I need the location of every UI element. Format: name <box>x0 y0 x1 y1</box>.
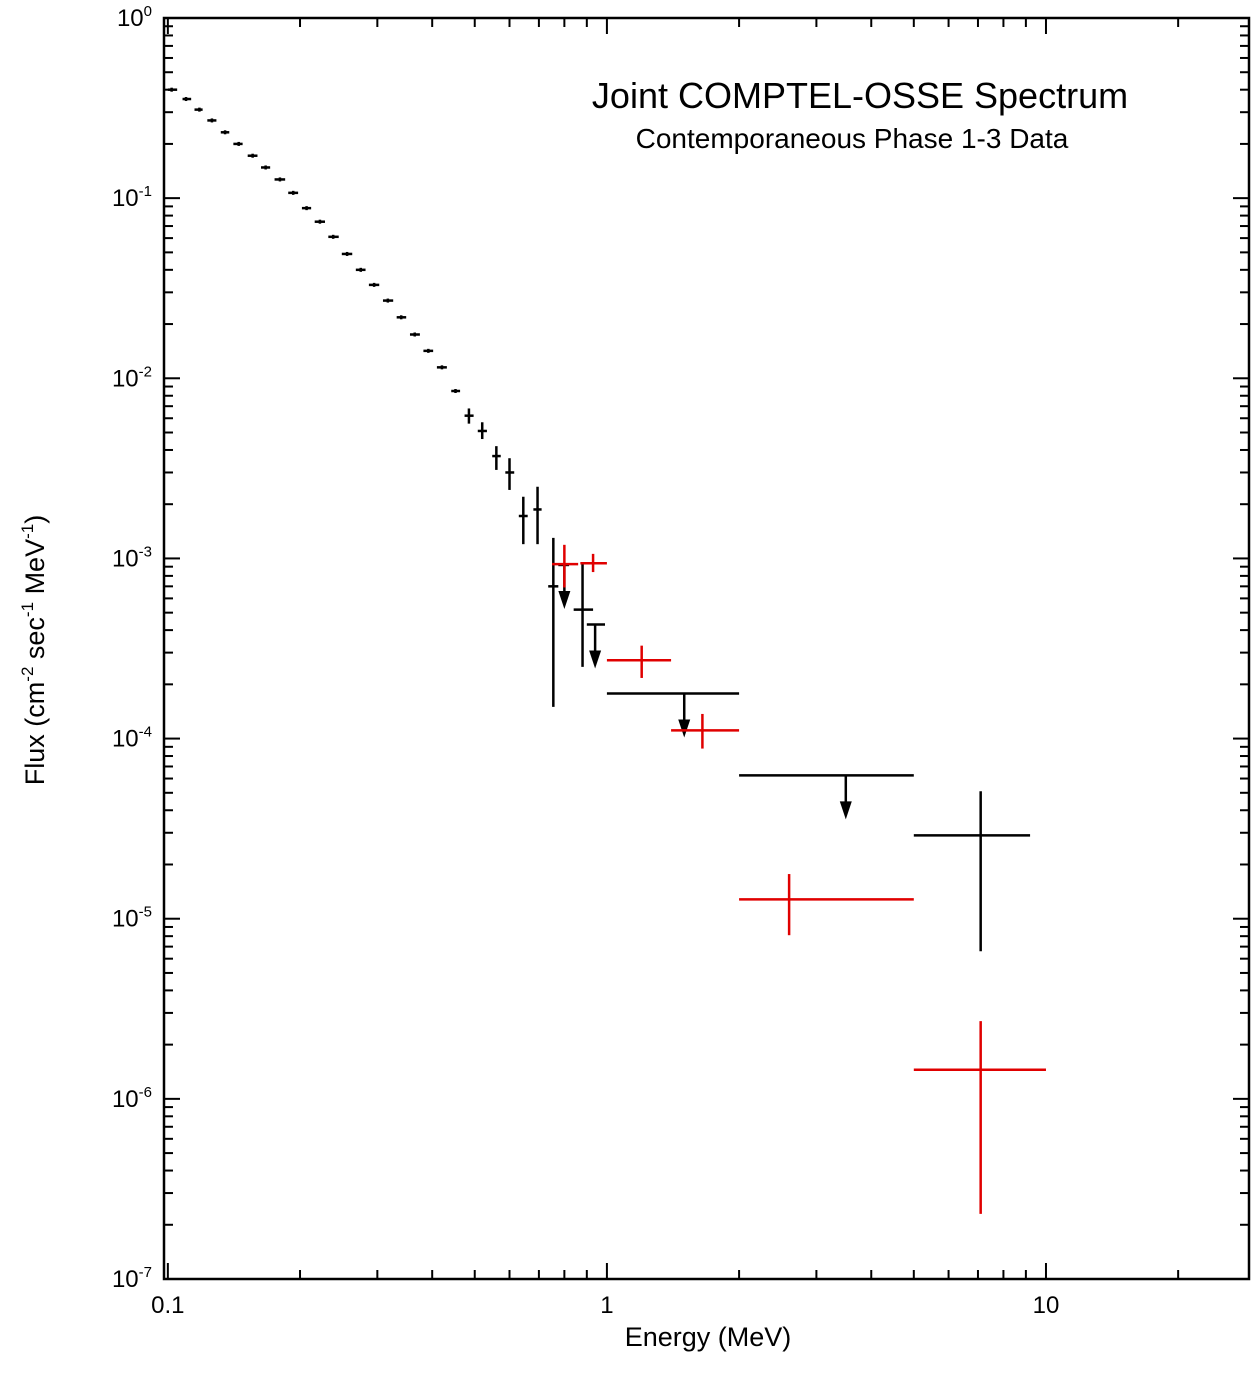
y-tick-exponent: -2 <box>139 363 152 380</box>
data-point <box>451 389 461 394</box>
data-point <box>739 874 914 936</box>
data-point <box>247 153 258 158</box>
y-tick-label: 10-1 <box>112 183 152 212</box>
data-point <box>477 422 487 440</box>
axis-ticks <box>164 17 1249 1280</box>
y-tick-exponent: -7 <box>139 1264 152 1281</box>
data-point <box>552 544 579 588</box>
y-tick-label: 10-6 <box>112 1084 152 1113</box>
y-tick-base: 10 <box>112 726 139 753</box>
data-point <box>355 267 366 272</box>
data-point <box>671 713 740 749</box>
y-tick-exponent: -4 <box>139 724 152 741</box>
y-tick-label: 10-2 <box>112 363 152 392</box>
y-tick-exponent: -1 <box>139 183 152 200</box>
data-point <box>580 553 607 573</box>
upper-limit-point <box>606 692 740 738</box>
data-point <box>194 107 203 112</box>
data-point <box>274 177 286 182</box>
y-tick-label: 10-7 <box>112 1264 152 1293</box>
y-tick-base: 10 <box>112 365 139 392</box>
y-axis-title-suffix: ) <box>20 515 50 524</box>
data-point <box>518 496 528 545</box>
data-point <box>423 348 434 353</box>
data-point <box>207 118 217 123</box>
y-tick-base: 10 <box>112 1086 139 1113</box>
y-tick-label: 100 <box>117 3 152 32</box>
y-tick-base: 10 <box>112 185 139 212</box>
data-point <box>913 1021 1046 1214</box>
y-axis-title-exp2: -1 <box>18 602 37 617</box>
upper-limit-arrow <box>558 590 571 609</box>
data-point <box>220 130 230 135</box>
data-point <box>182 97 192 102</box>
y-tick-exponent: 0 <box>144 3 152 20</box>
upper-limit-arrow <box>839 801 852 820</box>
data-point <box>396 315 407 320</box>
data-point <box>409 332 420 337</box>
upper-limit-point <box>739 774 914 820</box>
y-tick-label: 10-4 <box>112 724 152 753</box>
chart-title: Joint COMPTEL-OSSE Spectrum <box>592 75 1128 116</box>
chart-subtitle: Contemporaneous Phase 1-3 Data <box>636 123 1069 154</box>
data-point <box>533 486 542 545</box>
y-tick-base: 10 <box>112 1266 139 1293</box>
x-tick-label: 10 <box>1033 1292 1060 1319</box>
data-marks <box>167 87 1046 1214</box>
y-axis-title-exp1: -2 <box>18 667 37 682</box>
y-tick-base: 10 <box>112 906 139 933</box>
data-point <box>573 564 594 667</box>
y-tick-base: 10 <box>117 5 144 32</box>
y-tick-base: 10 <box>112 545 139 572</box>
data-point <box>913 791 1031 952</box>
data-point <box>314 219 326 224</box>
data-point <box>301 206 312 211</box>
y-axis-title-mid2: MeV <box>20 539 50 602</box>
data-point <box>492 446 501 470</box>
y-axis-title-mid: sec <box>20 617 50 667</box>
data-point <box>368 282 380 287</box>
x-tick-label: 1 <box>600 1292 613 1319</box>
x-axis-title: Energy (MeV) <box>625 1322 792 1352</box>
svg-text:Flux (cm-2 sec-1 MeV-1): Flux (cm-2 sec-1 MeV-1) <box>18 515 50 785</box>
data-point <box>548 537 559 707</box>
upper-limit-point <box>586 623 605 669</box>
y-tick-label: 10-3 <box>112 543 152 572</box>
data-point <box>606 645 672 678</box>
data-point <box>328 234 339 239</box>
data-point <box>233 141 243 146</box>
upper-limit-arrow <box>589 650 602 669</box>
plot-frame <box>162 16 1251 1281</box>
y-axis-title-exp3: -1 <box>18 524 37 539</box>
data-point <box>288 190 299 195</box>
data-point <box>382 298 394 303</box>
y-axis-title: Flux (cm-2 sec-1 MeV-1) <box>18 515 50 785</box>
data-point <box>436 365 447 370</box>
data-point <box>505 458 515 490</box>
y-axis-title-prefix: Flux (cm <box>20 682 50 786</box>
data-point <box>341 251 353 256</box>
x-tick-label: 0.1 <box>151 1292 184 1319</box>
data-point <box>464 408 474 424</box>
upper-limit-arrow <box>678 719 691 738</box>
y-tick-exponent: -5 <box>139 904 152 921</box>
y-tick-label: 10-5 <box>112 904 152 933</box>
data-point <box>167 87 178 92</box>
data-point <box>261 165 271 170</box>
y-tick-exponent: -6 <box>139 1084 152 1101</box>
y-tick-exponent: -3 <box>139 543 152 560</box>
